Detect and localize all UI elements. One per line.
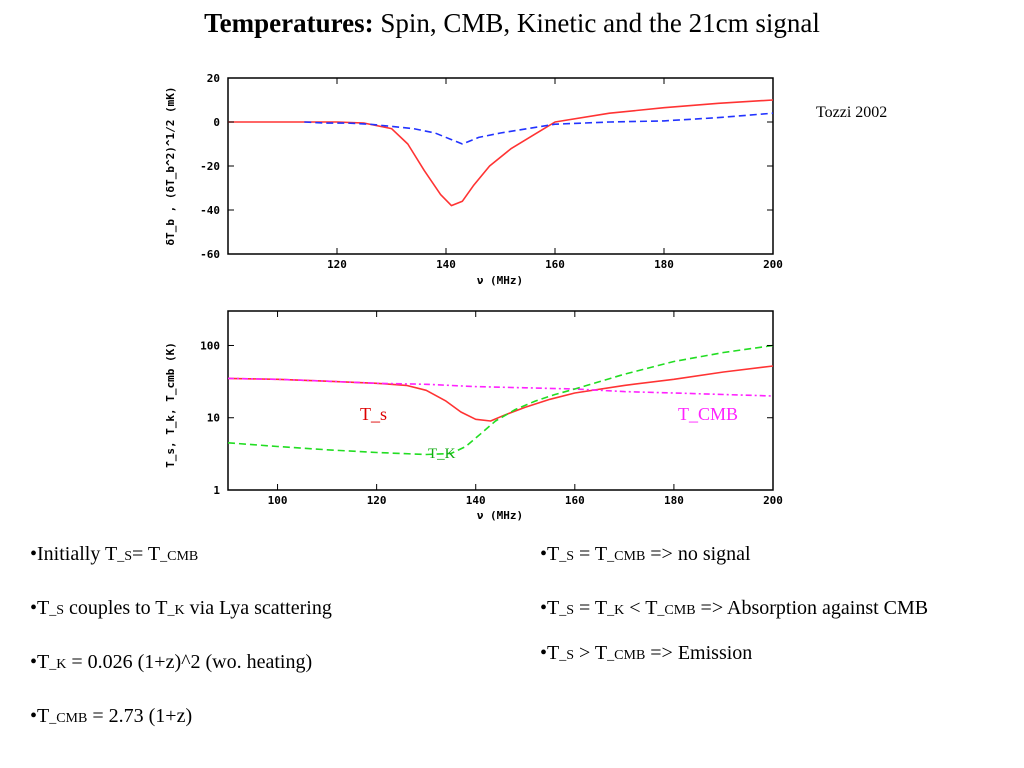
y-tick-label: -20: [200, 160, 220, 173]
y-axis-label: δT_b , (δT_b^2)^1/2 (mK): [164, 87, 177, 246]
label-tk: T_K: [428, 446, 456, 462]
y-tick-label: 1: [213, 484, 220, 497]
right-bullet-list: •T_S = T_CMB => no signal •T_S = T_K < T…: [540, 542, 970, 695]
x-tick-label: 200: [763, 494, 783, 507]
x-tick-label: 100: [268, 494, 288, 507]
plot-frame: [227, 310, 774, 491]
x-axis-label: ν (MHz): [477, 509, 523, 522]
y-tick-label: 100: [200, 339, 220, 352]
x-axis-label: ν (MHz): [477, 274, 523, 287]
x-tick-label: 180: [664, 494, 684, 507]
x-tick-label: 120: [327, 258, 347, 271]
bullet-tk: •T_K = 0.026 (1+z)^2 (wo. heating): [30, 651, 313, 673]
y-tick-label: -60: [200, 248, 220, 261]
label-tcmb: T_CMB: [678, 404, 739, 424]
series-line-t-k: [227, 344, 774, 456]
x-tick-label: 180: [654, 258, 674, 271]
bullet-emission: •T_S > T_CMB => Emission: [540, 642, 753, 664]
x-tick-label: 140: [436, 258, 456, 271]
y-tick-label: 0: [213, 116, 220, 129]
plot-frame: [227, 77, 774, 255]
y-tick-label: 10: [207, 412, 220, 425]
y-tick-label: -40: [200, 204, 220, 217]
bullet-no-signal: •T_S = T_CMB => no signal: [540, 543, 751, 565]
x-tick-label: 120: [367, 494, 387, 507]
title-rest: Spin, CMB, Kinetic and the 21cm signal: [373, 8, 820, 38]
x-tick-label: 140: [466, 494, 486, 507]
series-line-solid-0: [228, 99, 774, 207]
bullet-absorption: •T_S = T_K < T_CMB => Absorption against…: [540, 597, 929, 619]
bullet-tcmb: •T_CMB = 2.73 (1+z): [30, 705, 193, 727]
x-tick-label: 200: [763, 258, 783, 271]
citation: Tozzi 2002: [816, 104, 888, 121]
x-tick-label: 160: [545, 258, 565, 271]
y-axis-label: T_s, T_k, T_cmb (K): [164, 342, 177, 468]
x-tick-label: 160: [565, 494, 585, 507]
label-ts: T_s: [360, 404, 387, 424]
series-line-dashed-1: [304, 112, 774, 145]
slide-title: Temperatures: Spin, CMB, Kinetic and the…: [0, 8, 1024, 39]
title-bold: Temperatures:: [204, 8, 374, 38]
bullet-initially: •Initially T_S= T_CMB: [30, 543, 199, 565]
y-tick-label: 20: [207, 72, 220, 85]
chart-temperatures: 100 120 140 160 180 200 100 10 1 ν (MHz) T_s, T_…: [164, 310, 783, 522]
bullet-couples: •T_S couples to T_K via Lya scattering: [30, 597, 332, 619]
left-bullet-list: •Initially T_S= T_CMB •T_S couples to T_…: [30, 542, 510, 758]
